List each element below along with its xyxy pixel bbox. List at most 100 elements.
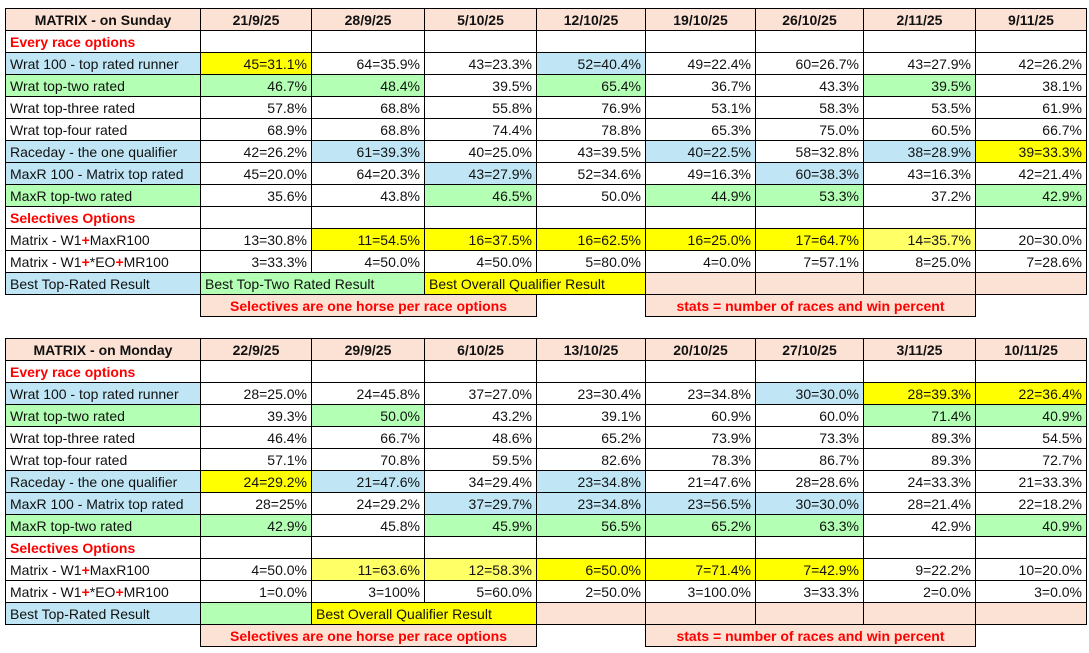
legend-cell xyxy=(200,602,312,625)
stat-cell: 43.2% xyxy=(424,404,537,427)
stat-cell: 74.4% xyxy=(424,118,537,141)
stat-cell: 64=20.3% xyxy=(311,162,425,185)
stat-cell: 21=47.6% xyxy=(645,470,756,493)
stat-cell: 43=23.3% xyxy=(424,52,537,75)
stat-cell: 61.9% xyxy=(975,96,1087,119)
table-row: Wrat top-three rated 46.4% 66.7% 48.6% 65.2%… xyxy=(5,426,1087,449)
stat-cell: 66.7% xyxy=(975,118,1087,141)
stat-cell: 75.0% xyxy=(755,118,864,141)
stat-cell: 60.9% xyxy=(645,404,756,427)
date-header: 20/10/25 xyxy=(645,338,756,361)
stat-cell: 39.3% xyxy=(200,404,312,427)
stat-cell: 17=64.7% xyxy=(755,228,864,251)
sunday-matrix-table: MATRIX - on Sunday 21/9/25 28/9/25 5/10/25 1… xyxy=(5,8,1087,317)
stat-cell: 45=20.0% xyxy=(200,162,312,185)
date-header: 19/10/25 xyxy=(645,8,756,31)
table-row: MaxR 100 - Matrix top rated 28=25% 24=29.2… xyxy=(5,492,1087,515)
empty-cell xyxy=(536,536,646,559)
row-label: MaxR 100 - Matrix top rated xyxy=(5,162,201,185)
date-header: 2/11/25 xyxy=(863,8,976,31)
date-header: 28/9/25 xyxy=(311,8,425,31)
empty-cell xyxy=(424,536,537,559)
stat-cell: 42.9% xyxy=(975,184,1087,207)
stat-cell: 60=26.7% xyxy=(755,52,864,75)
table-row: Matrix - W1+MaxR100 4=50.0% 11=63.6% 12=58.… xyxy=(5,558,1087,581)
empty-cell xyxy=(424,360,537,383)
row-label: MaxR top-two rated xyxy=(5,184,201,207)
stat-cell: 53.5% xyxy=(863,96,976,119)
stat-cell: 49=16.3% xyxy=(645,162,756,185)
stat-cell: 16=62.5% xyxy=(536,228,646,251)
label-text: Raceday - the one qualifier xyxy=(10,473,178,490)
legend-cell: Best Top-Two Rated Result xyxy=(200,272,425,295)
stat-cell: 60=38.3% xyxy=(755,162,864,185)
empty-cell xyxy=(645,206,756,229)
empty-cell xyxy=(645,536,756,559)
empty-cell xyxy=(645,30,756,53)
stat-cell: 28=25.0% xyxy=(200,382,312,405)
stat-cell: 28=39.3% xyxy=(863,382,976,405)
stat-cell: 3=100% xyxy=(311,580,425,603)
stat-cell: 8=25.0% xyxy=(863,250,976,273)
table-row: Matrix - W1+*EO+MR100 1=0.0% 3=100% 5=60.0%… xyxy=(5,580,1087,603)
section-row: Every race options xyxy=(5,30,1087,53)
stat-cell: 3=33.3% xyxy=(200,250,312,273)
label-text: MaxR top-two rated xyxy=(10,517,133,534)
table-row: MaxR top-two rated 42.9% 45.8% 45.9% 56.5% 65… xyxy=(5,514,1087,537)
stat-cell: 89.3% xyxy=(863,426,976,449)
stat-cell: 2=50.0% xyxy=(536,580,646,603)
stat-cell: 57.1% xyxy=(200,448,312,471)
label-text: Matrix - W1 xyxy=(10,583,82,600)
section-row: Every race options xyxy=(5,360,1087,383)
stat-cell: 23=34.8% xyxy=(536,470,646,493)
stat-cell: 61=39.3% xyxy=(311,140,425,163)
label-text: Wrat top-four rated xyxy=(10,121,128,138)
stat-cell: 60.5% xyxy=(863,118,976,141)
table-row: Raceday - the one qualifier 24=29.2% 21=47… xyxy=(5,470,1087,493)
row-label: Wrat 100 - top rated runner xyxy=(5,52,201,75)
stat-cell: 39.1% xyxy=(536,404,646,427)
stat-cell: 23=34.8% xyxy=(536,492,646,515)
date-header: 9/11/25 xyxy=(975,8,1087,31)
date-header: 5/10/25 xyxy=(424,8,537,31)
row-label: MaxR top-two rated xyxy=(5,514,201,537)
stat-cell: 28=25% xyxy=(200,492,312,515)
row-label: Wrat top-four rated xyxy=(5,118,201,141)
footer-note: Selectives are one horse per race option… xyxy=(200,624,537,647)
label-text: MaxR 100 - Matrix top rated xyxy=(10,495,184,512)
stat-cell: 49=22.4% xyxy=(645,52,756,75)
legend-cell xyxy=(536,602,646,625)
date-header: 22/9/25 xyxy=(200,338,312,361)
empty-cell xyxy=(536,30,646,53)
table-row: MaxR top-two rated 35.6% 43.8% 46.5% 50.0% 44… xyxy=(5,184,1087,207)
label-text: Wrat top-four rated xyxy=(10,451,128,468)
stat-cell: 2=0.0% xyxy=(863,580,976,603)
stat-cell: 59.5% xyxy=(424,448,537,471)
stat-cell: 86.7% xyxy=(755,448,864,471)
table-title: MATRIX - on Sunday xyxy=(5,8,201,31)
empty-cell xyxy=(424,30,537,53)
date-header: 3/11/25 xyxy=(863,338,976,361)
stat-cell: 57.8% xyxy=(200,96,312,119)
stat-cell: 40=25.0% xyxy=(424,140,537,163)
empty-cell xyxy=(755,206,864,229)
stat-cell: 43=27.9% xyxy=(863,52,976,75)
label-text: MaxR 100 - Matrix top rated xyxy=(10,165,184,182)
stat-cell: 68.8% xyxy=(311,118,425,141)
stat-cell: 65.4% xyxy=(536,74,646,97)
stat-cell: 58.3% xyxy=(755,96,864,119)
stat-cell: 14=35.7% xyxy=(863,228,976,251)
empty-cell xyxy=(536,206,646,229)
table-row: Wrat top-three rated 57.8% 68.8% 55.8% 76.9%… xyxy=(5,96,1087,119)
legend-cell xyxy=(975,272,1087,295)
stat-cell: 37=29.7% xyxy=(424,492,537,515)
row-label: Raceday - the one qualifier xyxy=(5,470,201,493)
section-heading: Selectives Options xyxy=(5,536,201,559)
empty-cell xyxy=(311,30,425,53)
stat-cell: 1=0.0% xyxy=(200,580,312,603)
date-header: 6/10/25 xyxy=(424,338,537,361)
monday-table-container: MATRIX - on Monday 22/9/25 29/9/25 6/10/25 1… xyxy=(5,338,1087,647)
stat-cell: 42.9% xyxy=(200,514,312,537)
stat-cell: 22=18.2% xyxy=(975,492,1087,515)
label-text: Matrix - W1 xyxy=(10,231,82,248)
